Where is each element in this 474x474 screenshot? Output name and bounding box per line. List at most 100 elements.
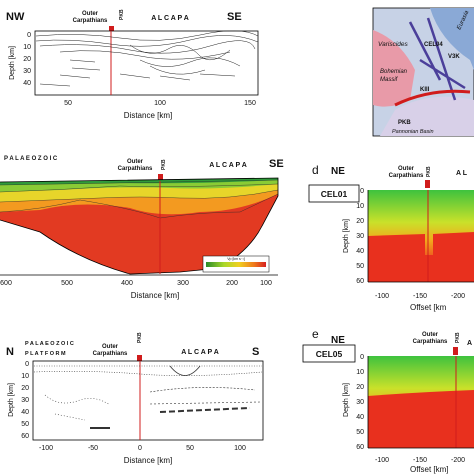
panel-e-ne: NE: [331, 335, 345, 346]
bottom-pkb-marker: [137, 355, 142, 363]
mid-xtick-500: 500: [61, 280, 73, 287]
panel-d-ytick-10: 10: [356, 203, 364, 210]
panel-e-xtick-m150: -150: [413, 457, 427, 464]
bottom-x-axis: -100 -50 0 50 100 Distance [km]: [39, 445, 246, 465]
mid-model-outline: [0, 177, 279, 275]
top-section-panel: NW SE Outer Carpathians PKB A L C A P A …: [6, 9, 259, 120]
mid-xtick-600: 600: [0, 280, 12, 287]
pkb-label: PKB: [119, 9, 125, 20]
panel-d-xtick-m150: -150: [413, 293, 427, 300]
velocity-model-panel: P A L A E O Z O I C Outer Carpathians PK…: [0, 156, 284, 300]
bottom-xtick-50: 50: [186, 445, 194, 452]
mid-outer-label-2: Carpathians: [118, 166, 153, 172]
panel-e: e NE Outer Carpathians PKB A CEL05 Depth…: [302, 327, 474, 474]
map-eurasia-region: [373, 8, 474, 70]
bottom-plot-frame: [32, 360, 264, 441]
panel-d-ytick-60: 60: [356, 278, 364, 285]
vp-legend-label: Vp [km s⁻¹]: [227, 257, 245, 261]
bottom-pal-2: P L A T F O R M: [25, 351, 66, 357]
bottom-section-linework: [33, 365, 263, 429]
panel-d-profile: CEL01: [321, 189, 348, 199]
mid-alcapa-label: A L C A P A: [209, 162, 247, 169]
mid-xtick-100: 100: [260, 280, 272, 287]
panel-e-xlabel: Offset [km]: [410, 465, 449, 474]
mid-palaeozoic-label: P A L A E O Z O I C: [4, 156, 58, 162]
bottom-xtick-0: 0: [138, 445, 142, 452]
top-xlabel: Distance [km]: [124, 111, 172, 120]
top-ytick-30: 30: [23, 68, 31, 75]
bottom-pal-1: P A L A E O Z O I C: [25, 341, 74, 347]
map-label-massif: Massif: [380, 77, 399, 83]
mid-model-dark-green-layer: [0, 178, 278, 185]
top-ytick-0: 0: [27, 32, 31, 39]
panel-e-ytick-30: 30: [356, 399, 364, 406]
vp-legend: Vp [km s⁻¹]: [202, 255, 270, 273]
map-pannonian-region: [380, 96, 474, 136]
vp-legend-colorbar: [206, 262, 266, 267]
panel-d-xlabel: Offset [km: [410, 303, 447, 312]
mid-xlabel: Distance [km]: [131, 291, 179, 300]
panel-d-pkb-marker: [425, 180, 430, 188]
bottom-ytick-20: 20: [21, 385, 29, 392]
panel-d-ytick-40: 40: [356, 248, 364, 255]
bottom-xtick-m100: -100: [39, 445, 53, 452]
top-ytick-10: 10: [23, 44, 31, 51]
panel-d-x-axis: -100 -150 -200 Offset [km: [375, 293, 465, 312]
top-xtick-100: 100: [154, 100, 166, 107]
panel-e-x-axis: -100 -150 -200 Offset [km]: [375, 457, 465, 474]
panel-d-lower-crust: [368, 232, 474, 282]
panel-d-outer-2: Carpathians: [389, 173, 424, 179]
panel-e-lower-crust: [368, 390, 474, 448]
mid-model-interfaces: [0, 179, 279, 219]
bottom-s-label: S: [252, 346, 259, 358]
alcapa-label: A L C A P A: [151, 15, 189, 22]
outer-label-1: Outer: [82, 11, 99, 17]
map-label-bohemian: Bohemian: [380, 69, 408, 75]
panel-d-ytick-30: 30: [356, 233, 364, 240]
panel-e-ytick-20: 20: [356, 384, 364, 391]
bottom-ytick-30: 30: [21, 397, 29, 404]
panel-e-pkb-marker: [453, 347, 458, 355]
panel-e-letter: e: [312, 327, 319, 341]
bottom-outer-2: Carpathians: [93, 351, 128, 357]
bottom-y-axis: Depth [km] 0 10 20 30 40 50 60: [8, 361, 29, 440]
panel-e-outer-1: Outer: [422, 332, 439, 338]
panel-e-profile-box: [302, 344, 356, 363]
panel-d-ytick-50: 50: [356, 263, 364, 270]
bottom-ylabel: Depth [km]: [8, 383, 15, 417]
bottom-n-label: N: [6, 346, 14, 358]
bottom-xtick-100: 100: [234, 445, 246, 452]
map-label-cel04: CEL04: [424, 42, 443, 48]
pkb-marker: [109, 26, 114, 35]
bottom-ytick-0: 0: [25, 361, 29, 368]
mid-outer-label-1: Outer: [127, 159, 144, 165]
panel-d-outer-1: Outer: [398, 166, 415, 172]
mid-se-label: SE: [269, 158, 284, 170]
map-pkb-belt: [394, 89, 471, 107]
panel-d-alcapa: A L: [456, 170, 468, 177]
top-xtick-50: 50: [64, 100, 72, 107]
map-bohemian-region: [373, 30, 415, 107]
bottom-outer-1: Outer: [102, 344, 119, 350]
mid-xtick-200: 200: [226, 280, 238, 287]
panel-d-y-axis: Depth [km] 0 10 20 30 40 50 60: [343, 188, 364, 285]
map-label-pannonian: Pannonian Basin: [392, 129, 434, 135]
top-ytick-20: 20: [23, 56, 31, 63]
panel-d-pkb: PKB: [426, 166, 432, 177]
panel-e-profile: CEL05: [316, 349, 343, 359]
bottom-section-panel: N P A L A E O Z O I C P L A T F O R M Ou…: [6, 332, 264, 465]
panel-e-xtick-m100: -100: [375, 457, 389, 464]
panel-e-ytick-10: 10: [356, 369, 364, 376]
panel-d-ylabel: Depth [km]: [343, 219, 350, 253]
nw-label: NW: [6, 11, 25, 23]
panel-d-profile-box: [308, 184, 360, 203]
panel-d-ytick-20: 20: [356, 218, 364, 225]
mid-pkb-marker: [158, 174, 163, 181]
mid-xtick-400: 400: [121, 280, 133, 287]
mid-xtick-300: 300: [177, 280, 189, 287]
mid-pkb-label: PKB: [161, 159, 167, 170]
panel-e-ylabel: Depth [km]: [343, 383, 350, 417]
panel-d-xtick-m200: -200: [451, 293, 465, 300]
outer-label-2: Carpathians: [73, 18, 108, 24]
